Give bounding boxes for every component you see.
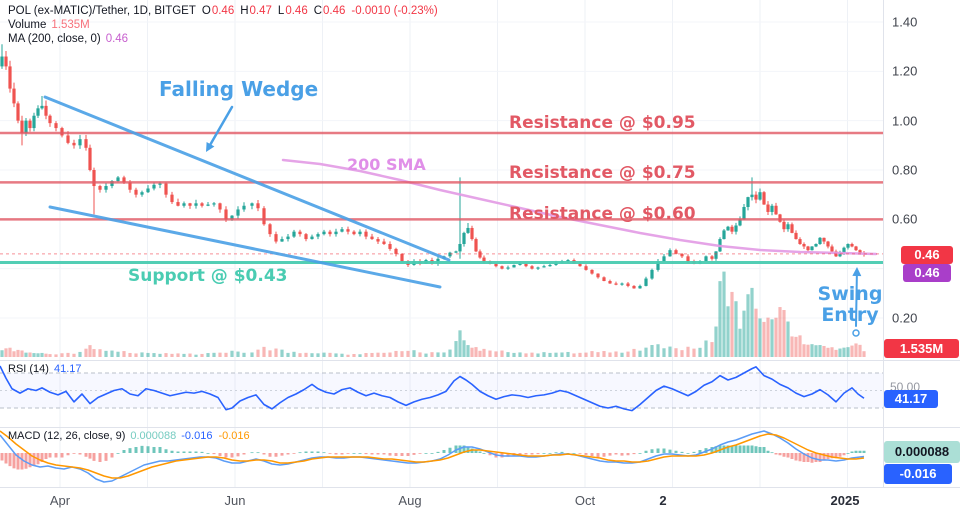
swing-entry-line1: Swing [817, 283, 883, 305]
volume-value: 1.535M [51, 19, 90, 31]
wedge-trendline [43, 95, 451, 262]
macd-indicator-label[interactable]: MACD (12, 26, close, 9) [8, 430, 126, 442]
low-label: L [277, 5, 285, 17]
swing-entry-label[interactable]: Swing Entry [806, 284, 894, 326]
symbol-legend: POL (ex-MATIC)/Tether, 1D, BITGET O0.46 H0… [8, 5, 438, 47]
symbol-title[interactable]: POL (ex-MATIC)/Tether, 1D, BITGET [8, 5, 196, 17]
price-axis-label: 1.00 [892, 113, 918, 129]
macd-histogram [0, 445, 866, 470]
macd-line-value: -0.016 [181, 430, 213, 442]
sma-200-line[interactable] [281, 158, 878, 256]
macd-legend: MACD (12, 26, close, 9) 0.000088 -0.016 -0.… [8, 430, 250, 442]
legend-volume-row: Volume 1.535M [8, 19, 438, 32]
resistance-060-label[interactable]: Resistance @ $0.60 [509, 204, 696, 224]
time-axis-label: Jun [224, 493, 246, 508]
ma-indicator-label[interactable]: MA (200, close, 0) [8, 33, 101, 45]
ma-value: 0.46 [105, 33, 129, 45]
price-axis-label: 1.40 [892, 14, 918, 30]
rsi-line [0, 365, 865, 412]
macd-hist-value: 0.000088 [130, 430, 177, 442]
swing-entry-line2: Entry [821, 304, 879, 326]
close-value: 0.46 [323, 5, 346, 17]
macd-signal-value: -0.016 [218, 430, 250, 442]
close-label: C [313, 5, 323, 17]
high-label: H [240, 5, 249, 17]
macd-line-badge: -0.016 [884, 464, 952, 484]
rsi-legend: RSI (14) 41.17 [8, 363, 82, 375]
rsi-value: 41.17 [53, 363, 82, 375]
wedge-trendline [48, 205, 442, 289]
rsi-badge: 41.17 [884, 390, 938, 408]
level-lines[interactable] [0, 131, 883, 264]
macd-lines [0, 430, 865, 483]
time-axis-label: Oct [574, 493, 596, 508]
volume-indicator-label[interactable]: Volume [8, 19, 47, 31]
volume-badge: 1.535M [884, 339, 959, 358]
rsi-band [0, 372, 883, 409]
rsi-indicator-label[interactable]: RSI (14) [8, 363, 49, 375]
open-label: O [201, 5, 211, 17]
swing-anchor-dot [852, 329, 860, 337]
price-axis-label: 0.20 [892, 310, 918, 326]
pane-separators [0, 0, 960, 488]
time-axis-label: Apr [49, 493, 71, 508]
macd-hist-badge: 0.000088 [884, 441, 960, 463]
falling-wedge-label[interactable]: Falling Wedge [159, 77, 319, 101]
legend-symbol-row: POL (ex-MATIC)/Tether, 1D, BITGET O0.46 H0… [8, 5, 438, 18]
trendline-drawings[interactable] [43, 95, 862, 337]
change-value: -0.0010 (-0.23%) [351, 5, 438, 17]
price-axis-label: 1.20 [892, 63, 918, 79]
time-axis-label: 2025 [830, 493, 860, 508]
support-043-label[interactable]: Support @ $0.43 [128, 266, 288, 286]
resistance-095-label[interactable]: Resistance @ $0.95 [509, 113, 696, 133]
current-price-badge: 0.46 [901, 246, 953, 264]
low-value: 0.46 [285, 5, 308, 17]
price-axis-label: 0.60 [892, 211, 918, 227]
price-axis-label: 0.80 [892, 162, 918, 178]
time-axis-label: 2 [659, 493, 667, 508]
volume-series [0, 271, 866, 357]
legend-ma-row: MA (200, close, 0) 0.46 [8, 33, 438, 46]
ma-price-badge: 0.46 [903, 264, 951, 282]
gridlines [0, 0, 883, 487]
sma-200-label[interactable]: 200 SMA [347, 155, 426, 174]
time-axis-label: Aug [398, 493, 422, 508]
high-value: 0.47 [249, 5, 272, 17]
open-value: 0.46 [211, 5, 235, 17]
resistance-075-label[interactable]: Resistance @ $0.75 [509, 163, 696, 183]
